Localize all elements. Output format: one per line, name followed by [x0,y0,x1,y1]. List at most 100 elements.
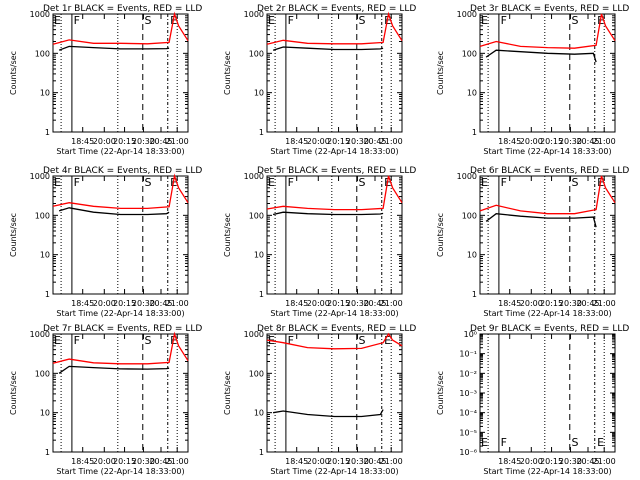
y-tick-label: 10 [40,89,50,98]
y-tick-label: 1 [259,290,264,299]
y-tick-label: 10 [254,89,264,98]
series-line-events [485,49,597,63]
x-tick-label: 20:30 [346,299,369,308]
event-marker-label: F [501,436,507,449]
chart-title: Det 9r BLACK = Events, RED = LLD [470,324,629,334]
event-marker-label: F [74,176,80,189]
x-tick-label: 18:45 [285,299,308,308]
x-tick-label: 20:00 [520,137,543,146]
x-tick-label: 20:00 [93,457,116,466]
event-marker-label: S [571,436,578,449]
x-tick-label: 20:30 [346,137,369,146]
x-axis-label: Start Time (22-Apr-14 18:33:00) [56,147,184,156]
event-marker-label: E [481,436,488,449]
y-tick-label: 1000 [244,330,264,339]
y-axis-label: Counts/sec [223,371,232,415]
y-tick-label: 10 [254,409,264,418]
event-marker-label: E [597,436,604,449]
x-axis-label: Start Time (22-Apr-14 18:33:00) [270,309,398,318]
x-axis-label: Start Time (22-Apr-14 18:33:00) [270,147,398,156]
y-tick-label: 1000 [244,172,264,181]
y-tick-label: 1 [45,128,50,137]
y-tick-label: 10⁰ [464,330,477,339]
chart-title: Det 4r BLACK = Events, RED = LLD [43,166,202,176]
x-axis-label: Start Time (22-Apr-14 18:33:00) [56,309,184,318]
event-marker-label: F [74,334,80,347]
chart-title: Det 2r BLACK = Events, RED = LLD [257,4,416,14]
y-axis-label: Counts/sec [9,371,18,415]
event-marker-label: S [144,176,151,189]
x-tick-label: 20:00 [520,457,543,466]
x-tick-label: 18:45 [498,137,521,146]
x-tick-label: 18:45 [498,457,521,466]
chart-panel-8: Det 8r BLACK = Events, RED = LLD 1 10 100 10… [223,324,416,476]
series-line-lld [479,175,616,215]
x-tick-label: 20:30 [132,299,155,308]
x-tick-label: 18:45 [71,137,94,146]
plot-frame [266,333,403,453]
event-marker-label: S [358,14,365,27]
x-tick-label: 20:45 [576,457,599,466]
x-tick-label: 20:15 [327,137,350,146]
series-line-events [58,207,170,216]
x-tick-label: 18:45 [71,299,94,308]
series-line-lld [52,11,189,45]
chart-panel-4: Det 4r BLACK = Events, RED = LLD 1 10 100 10… [9,166,202,318]
series-line-events [272,211,384,216]
y-tick-label: 10⁻⁴ [459,409,477,418]
y-tick-label: 1000 [30,172,50,181]
y-axis-label: Counts/sec [9,51,18,95]
x-tick-label: 20:30 [559,299,582,308]
x-axis-label: Start Time (22-Apr-14 18:33:00) [483,147,611,156]
y-tick-label: 1000 [30,330,50,339]
series-line-events [58,45,170,51]
y-axis-label: Counts/sec [223,213,232,257]
event-marker-label: S [144,334,151,347]
chart-title: Det 7r BLACK = Events, RED = LLD [43,324,202,334]
y-axis-label: Counts/sec [436,213,445,257]
y-tick-label: 10⁻³ [459,389,477,398]
chart-title: Det 6r BLACK = Events, RED = LLD [470,166,629,176]
x-tick-label: 18:45 [285,457,308,466]
event-marker-label: E [268,176,275,189]
y-tick-label: 10⁻¹ [459,350,477,359]
series-line-lld [52,331,189,365]
x-tick-label: 20:45 [363,457,386,466]
event-marker-label: S [358,334,365,347]
y-tick-label: 1000 [244,10,264,19]
chart-panel-3: Det 3r BLACK = Events, RED = LLD 1 10 100 10… [436,4,629,156]
x-axis-label: Start Time (22-Apr-14 18:33:00) [56,467,184,476]
event-marker-label: E [384,334,391,347]
x-tick-label: 20:15 [113,299,136,308]
series-line-lld [479,13,616,49]
x-tick-label: 20:15 [540,299,563,308]
y-tick-label: 1 [45,448,50,457]
y-axis-label: Counts/sec [436,371,445,415]
x-tick-label: 21:00 [380,137,403,146]
event-marker-label: S [571,14,578,27]
x-axis-label: Start Time (22-Apr-14 18:33:00) [483,467,611,476]
event-marker-label: F [501,14,507,27]
x-tick-label: 20:45 [149,299,172,308]
event-marker-label: E [54,334,61,347]
chart-title: Det 3r BLACK = Events, RED = LLD [470,4,629,14]
y-tick-label: 100 [462,49,477,58]
x-tick-label: 18:45 [498,299,521,308]
x-tick-label: 20:45 [149,457,172,466]
x-tick-label: 20:00 [520,299,543,308]
x-tick-label: 21:00 [166,457,189,466]
y-tick-label: 10⁻² [459,369,477,378]
y-tick-label: 100 [35,369,50,378]
event-marker-label: S [144,14,151,27]
x-tick-label: 20:00 [307,137,330,146]
x-tick-label: 20:30 [346,457,369,466]
chart-panel-2: Det 2r BLACK = Events, RED = LLD 1 10 100 10… [223,4,416,156]
event-marker-label: F [501,176,507,189]
plot-frame [52,175,189,295]
x-tick-label: 21:00 [166,137,189,146]
series-line-lld [52,173,189,210]
x-tick-label: 20:00 [93,137,116,146]
y-tick-label: 10 [467,89,477,98]
x-tick-label: 20:45 [149,137,172,146]
